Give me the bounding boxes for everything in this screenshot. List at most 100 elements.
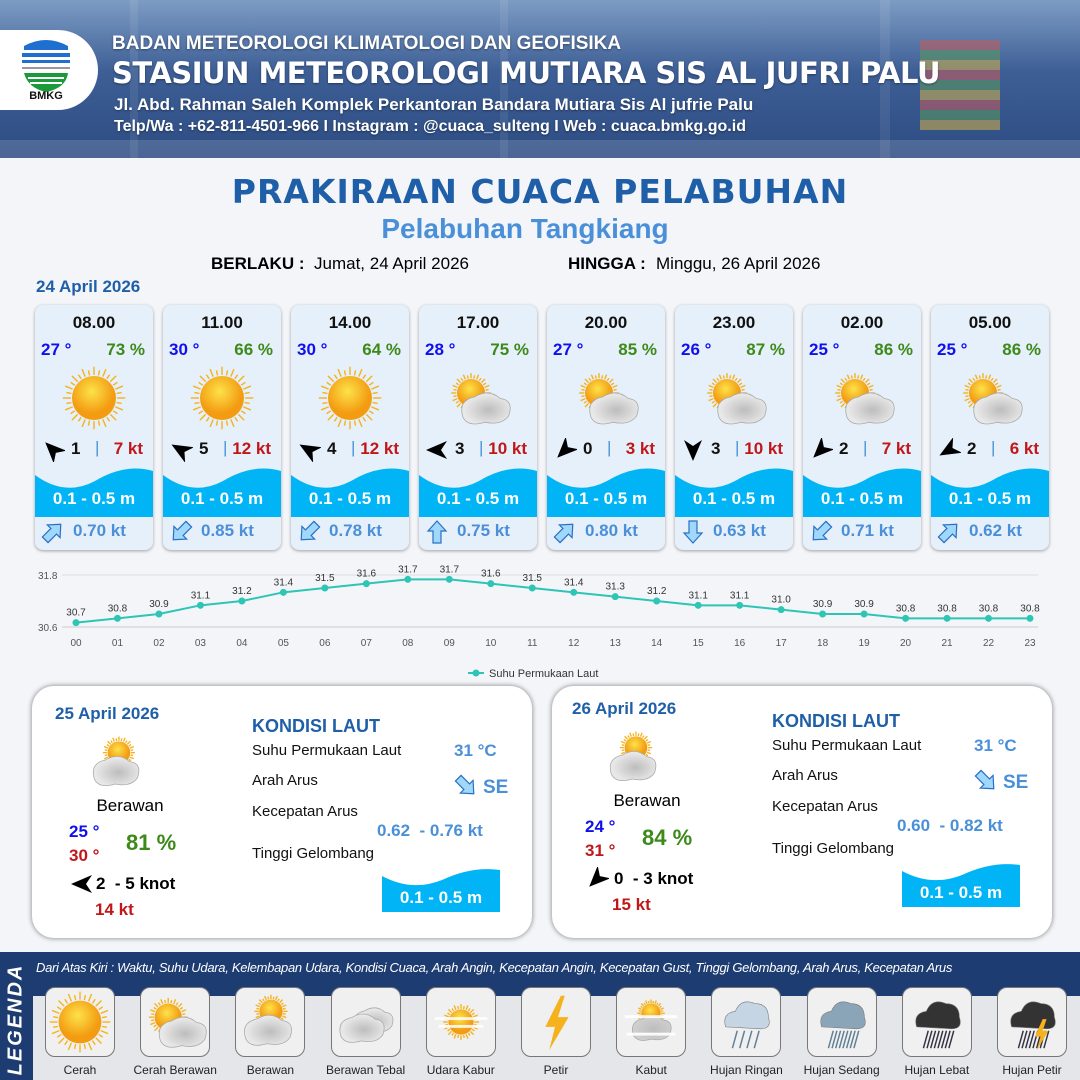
sun-icon — [59, 363, 129, 433]
data-point — [404, 575, 412, 583]
current-direction-icon — [169, 520, 193, 544]
wave-height: 0.1 - 0.5 m — [919, 883, 1003, 902]
data-label: 31.6 — [357, 569, 377, 580]
forecast-card: 05.00 25 ° 86 % 2 | 6 kt 0.1 - 0.5 m 0.6… — [931, 305, 1049, 550]
data-point — [487, 580, 495, 588]
cloudy-icon — [235, 987, 306, 1057]
data-label: 31.5 — [315, 573, 335, 584]
data-point — [653, 597, 661, 605]
current-direction-icon — [937, 520, 961, 544]
x-tick-label: 12 — [568, 638, 580, 649]
air-temperature: 27 ° — [553, 340, 584, 359]
condition: Berawan — [613, 791, 681, 810]
wind-direction-icon — [553, 436, 579, 462]
lightning-icon — [521, 987, 591, 1057]
x-tick-label: 16 — [734, 638, 746, 649]
forecast-time: 20.00 — [584, 313, 628, 332]
legend-item-label: Hujan Petir — [1002, 1063, 1062, 1077]
current-direction: SE — [483, 777, 509, 798]
data-label: 31.4 — [564, 577, 584, 588]
data-point — [238, 597, 246, 605]
data-label: 30.8 — [108, 603, 128, 614]
forecast-time: 14.00 — [328, 313, 372, 332]
legend-item-label: Cerah Berawan — [133, 1063, 217, 1077]
fog-icon — [616, 987, 687, 1057]
current-speed: 0.78 kt — [329, 521, 382, 540]
legend-label: Suhu Permukaan Laut — [489, 668, 598, 680]
current-speed-label: Kecepatan Arus — [252, 803, 358, 820]
sst-label: Suhu Permukaan Laut — [772, 737, 922, 754]
separator: | — [735, 438, 740, 457]
day-date: 26 April 2026 — [572, 699, 677, 718]
wind-direction-icon — [169, 438, 195, 463]
separator: | — [95, 438, 100, 457]
wave-icon — [902, 861, 1020, 907]
gust-speed: 14 kt — [95, 900, 134, 919]
gust-speed: 10 kt — [488, 439, 527, 458]
x-tick-label: 03 — [195, 638, 207, 649]
data-point — [528, 584, 536, 592]
overcast-icon — [330, 987, 401, 1057]
temp-min: 25 ° — [69, 822, 100, 841]
forecast-card: 11.00 30 ° 66 % 5 | 12 kt 0.1 - 0.5 m 0.… — [163, 305, 281, 550]
x-tick-label: 20 — [900, 638, 912, 649]
wave-height: 0.1 - 0.5 m — [948, 489, 1032, 508]
wave-icon — [419, 463, 537, 517]
current-direction-label: Arah Arus — [772, 767, 838, 784]
partly-cloudy-icon — [699, 363, 769, 433]
wave-height: 0.1 - 0.5 m — [436, 489, 520, 508]
wave-height: 0.1 - 0.5 m — [564, 489, 648, 508]
cloudy-icon — [85, 730, 151, 801]
humidity: 64 % — [362, 340, 401, 359]
current-direction-icon — [681, 520, 705, 544]
data-point — [321, 584, 329, 592]
humidity: 81 % — [126, 830, 177, 855]
current-direction-icon — [41, 520, 65, 544]
x-tick-label: 18 — [817, 638, 829, 649]
wind-direction-icon — [809, 436, 835, 462]
partly-cloudy-icon — [140, 987, 211, 1057]
separator: | — [991, 438, 996, 457]
gust-speed: 12 kt — [232, 439, 271, 458]
x-tick-label: 01 — [112, 638, 124, 649]
legend-item-label: Udara Kabur — [426, 1063, 495, 1077]
current-speed: 0.75 kt — [457, 521, 510, 540]
current-direction-icon — [425, 520, 449, 544]
x-tick-label: 06 — [319, 638, 331, 649]
legend-item-label: Hujan Ringan — [710, 1063, 783, 1077]
current-speed: 0.60 - 0.82 kt — [897, 816, 1003, 835]
current-speed: 0.62 - 0.76 kt — [377, 821, 483, 840]
temp-min: 24 ° — [585, 817, 616, 836]
air-temperature: 30 ° — [169, 340, 200, 359]
wave-icon — [931, 463, 1049, 517]
thunderstorm-icon — [997, 987, 1067, 1057]
wind-direction-icon — [585, 865, 611, 896]
data-point — [694, 601, 702, 609]
sst-value: 31 °C — [974, 736, 1017, 755]
x-tick-label: 19 — [859, 638, 871, 649]
partly-cloudy-icon — [827, 363, 897, 433]
data-label: 31.3 — [605, 582, 625, 593]
data-label: 30.8 — [896, 603, 916, 614]
data-point — [113, 614, 121, 622]
forecast-card: 02.00 25 ° 86 % 2 | 7 kt 0.1 - 0.5 m 0.7… — [803, 305, 921, 550]
air-temperature: 30 ° — [297, 340, 328, 359]
current-direction-label: Arah Arus — [252, 772, 318, 789]
data-label: 31.0 — [771, 595, 791, 606]
current-speed-label: Kecepatan Arus — [772, 798, 878, 815]
humidity: 86 % — [874, 340, 913, 359]
logo-text: BMKG — [29, 90, 63, 102]
separator: | — [607, 438, 612, 457]
sun-icon — [187, 363, 257, 433]
data-label: 30.8 — [1020, 603, 1040, 614]
humidity: 85 % — [618, 340, 657, 359]
legend-item-label: Petir — [543, 1063, 569, 1077]
x-tick-label: 08 — [402, 638, 414, 649]
legend-item-label: Cerah — [63, 1063, 97, 1077]
wind-direction-icon — [937, 437, 963, 462]
legend-item-label: Hujan Sedang — [803, 1063, 880, 1077]
wind-speed: 3 — [455, 439, 465, 458]
data-point — [819, 610, 827, 618]
data-point — [155, 610, 163, 618]
forecast-card: 23.00 26 ° 87 % 3 | 10 kt 0.1 - 0.5 m 0.… — [675, 305, 793, 550]
